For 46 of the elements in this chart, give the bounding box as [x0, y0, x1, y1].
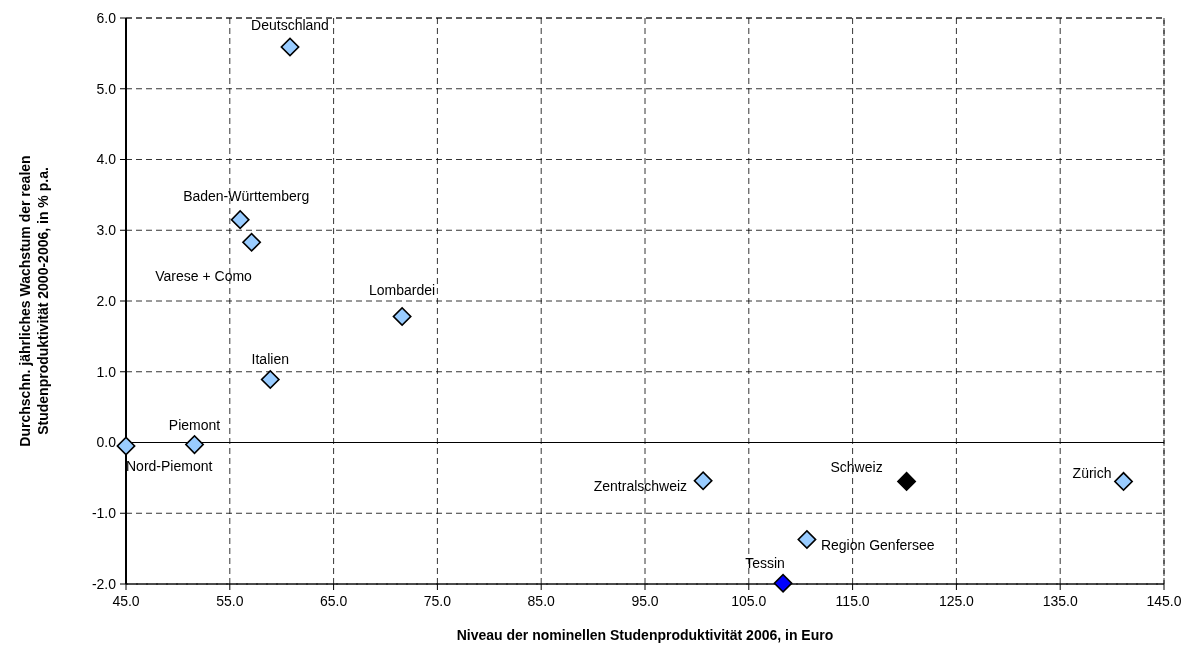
y-tick-label: 2.0: [96, 292, 117, 309]
annotation: Zürich: [1072, 465, 1112, 482]
annotation: Zentralschweiz: [593, 477, 688, 494]
annotation: Italien: [251, 351, 289, 368]
x-tick-label: 125.0: [938, 593, 975, 609]
annotation: Piemont: [168, 416, 221, 433]
x-tick-label: 85.0: [527, 593, 556, 609]
point: [693, 471, 713, 491]
x-tick-label: 75.0: [423, 593, 452, 609]
x-axis-title: Niveau der nominellen Studenproduktivität 2006, in Euro: [456, 627, 834, 643]
point: [392, 307, 412, 327]
point: [185, 435, 204, 455]
annotation: Lombardei: [369, 282, 436, 299]
x-tick-label: 65.0: [319, 593, 348, 609]
point: [116, 436, 136, 456]
point: [897, 471, 917, 491]
annotation: Baden-Württemberg: [183, 187, 310, 204]
y-tick-label: 5.0: [96, 80, 117, 97]
y-tick-label: -1.0: [91, 505, 117, 522]
x-tick-label: 55.0: [216, 593, 244, 609]
y-tick-label: 4.0: [96, 151, 117, 168]
x-tick-label: 105.0: [731, 593, 767, 609]
x-tick-label: 145.0: [1146, 593, 1182, 609]
y-axis-title: Durchschn. jährliches Wachstum der realen Studenproduktivität 2000-2006, in % p.a.: [17, 155, 51, 447]
point: [260, 370, 280, 389]
point: [773, 573, 793, 593]
y-tick-label: 0.0: [96, 434, 117, 451]
annotation: Schweiz: [830, 459, 883, 476]
x-tick-label: 115.0: [835, 593, 870, 609]
point: [230, 210, 250, 230]
y-tick-label: -2.0: [91, 575, 117, 592]
annotation: Nord-Piemont: [126, 457, 213, 474]
x-tick-label: 135.0: [1042, 593, 1078, 609]
point: [1114, 471, 1133, 491]
annotation: Region Genfersee: [820, 537, 935, 554]
point: [797, 529, 817, 549]
point: [242, 232, 262, 252]
point: [280, 37, 300, 57]
y-tick-label: 3.0: [96, 222, 117, 239]
annotation: Tessin: [745, 555, 785, 572]
x-tick-label: 95.0: [631, 593, 659, 609]
x-tick-label: 45.0: [112, 593, 140, 609]
annotation: Varese + Como: [155, 268, 253, 285]
y-tick-label: 6.0: [96, 9, 117, 26]
y-tick-label: 1.0: [96, 363, 117, 380]
annotation: Deutschland: [251, 16, 329, 33]
